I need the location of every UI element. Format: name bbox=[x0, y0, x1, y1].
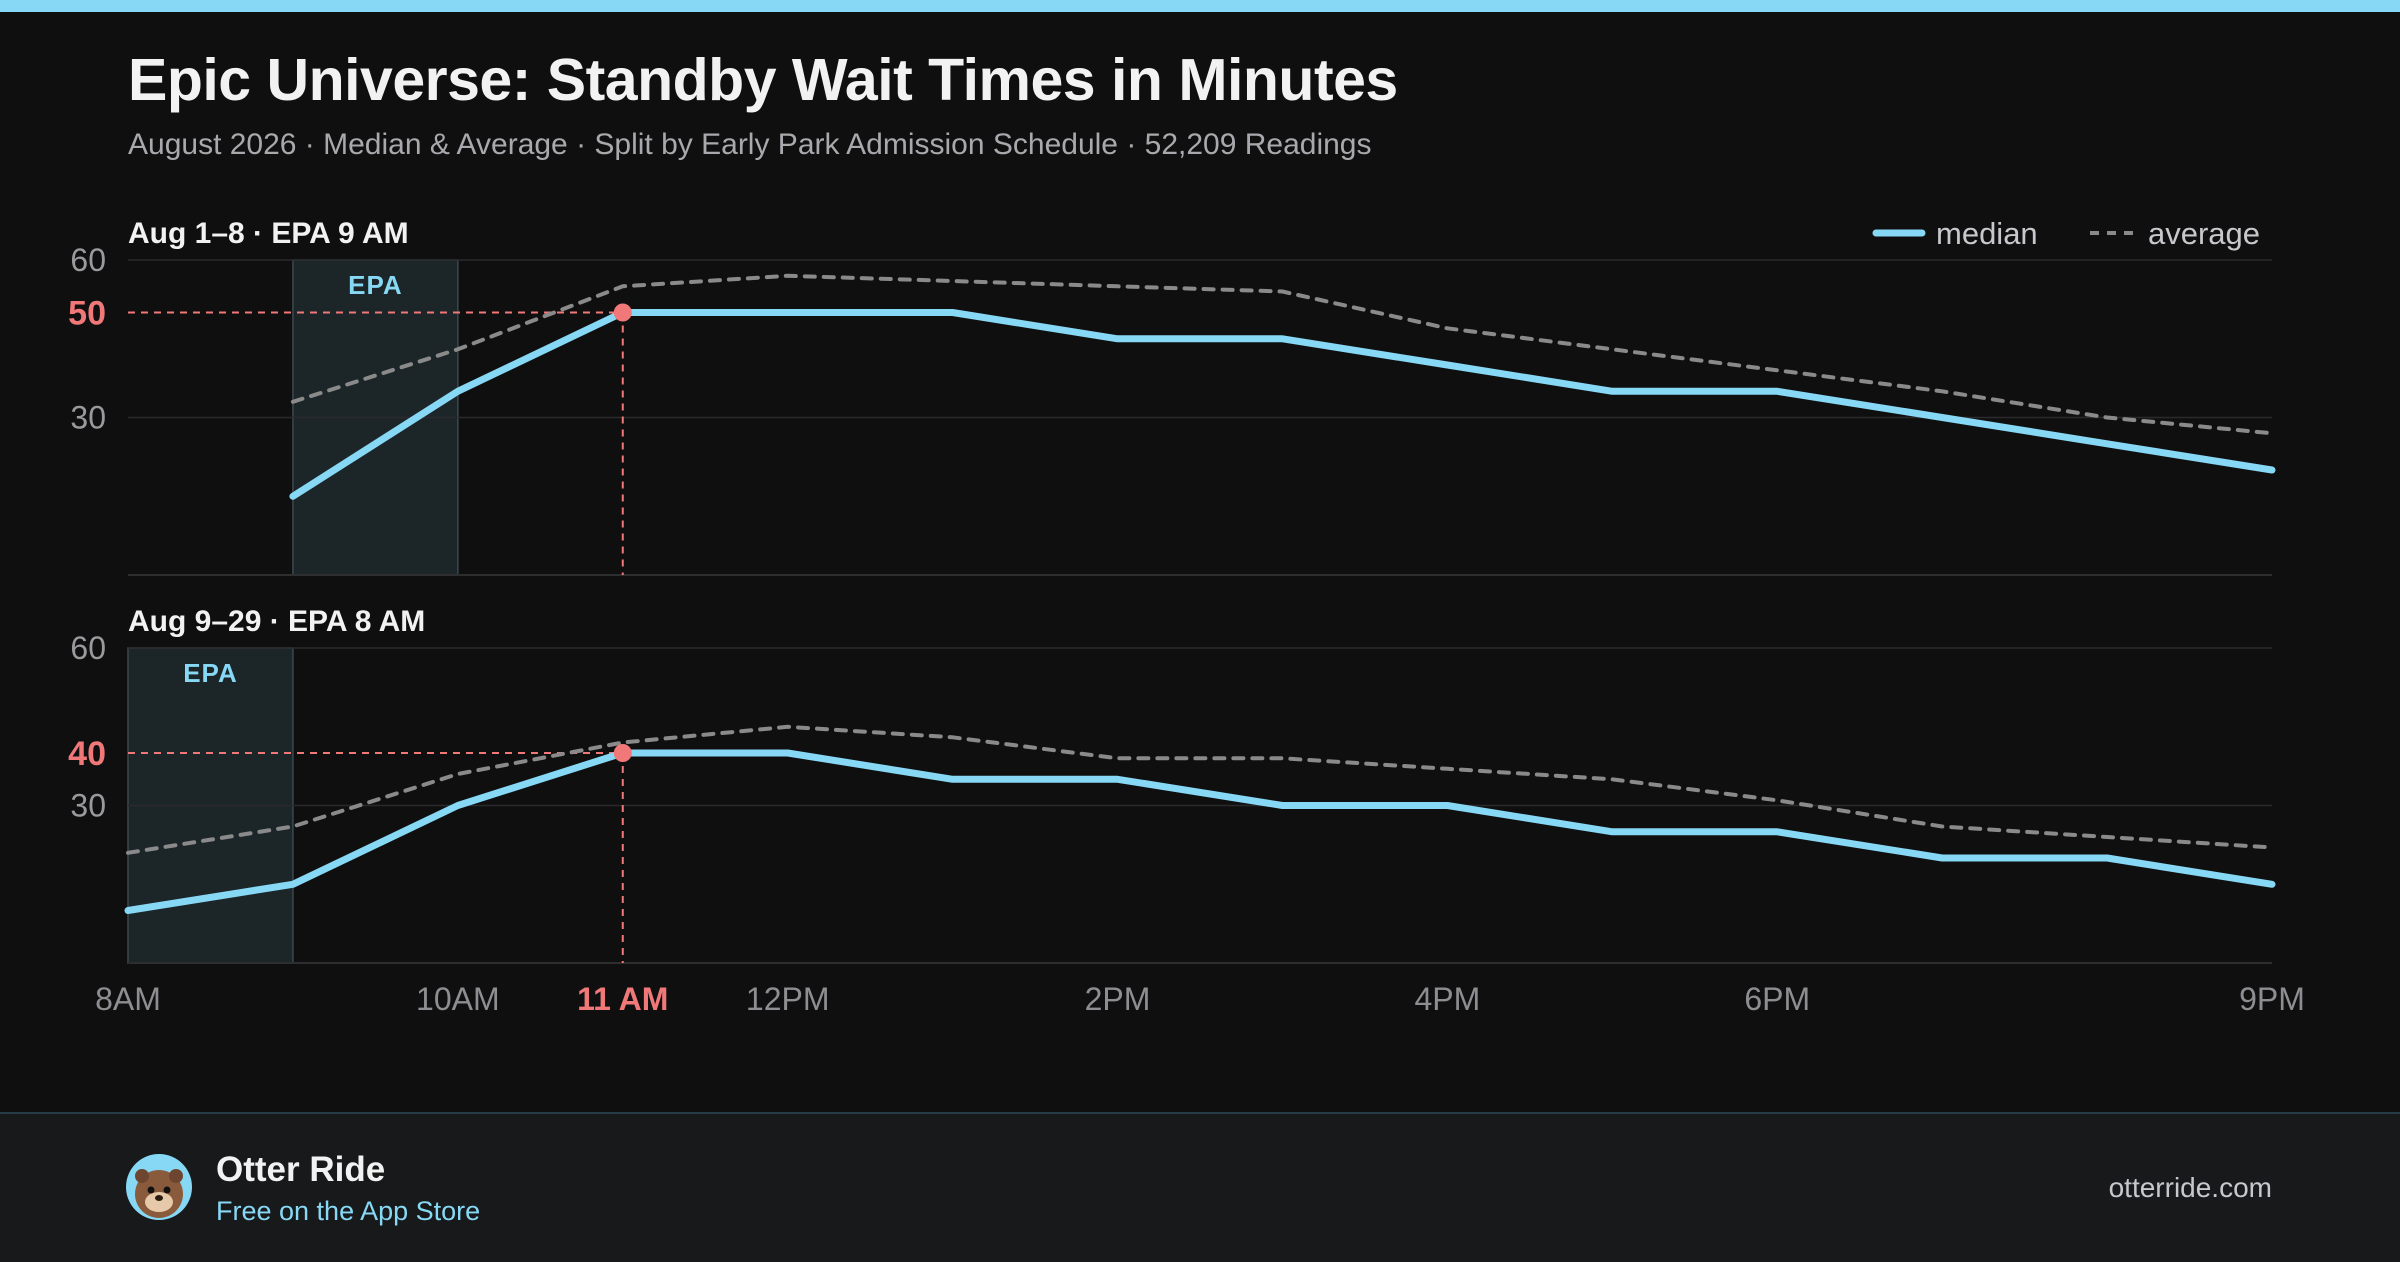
highlight-point bbox=[613, 744, 632, 762]
y-tick-label: 60 bbox=[70, 242, 106, 278]
legend-median-label: median bbox=[1936, 216, 2038, 251]
y-tick-label: 30 bbox=[70, 400, 106, 436]
app-store-link[interactable]: Free on the App Store bbox=[216, 1196, 481, 1226]
otter-mascot-icon bbox=[126, 1154, 192, 1220]
chart-subtitle: August 2026 · Median & Average · Split b… bbox=[128, 128, 1372, 161]
footer: Otter Ride Free on the App Store otterri… bbox=[0, 1112, 2400, 1262]
top-accent-strip bbox=[0, 0, 2400, 12]
x-tick-label: 12PM bbox=[746, 981, 830, 1017]
x-tick-label: 2PM bbox=[1085, 981, 1151, 1017]
x-tick-label: 9PM bbox=[2239, 981, 2305, 1017]
y-tick-label: 60 bbox=[70, 630, 106, 666]
x-tick-label: 8AM bbox=[95, 981, 161, 1017]
x-tick-label: 6PM bbox=[1744, 981, 1810, 1017]
website-link[interactable]: otterride.com bbox=[2108, 1172, 2272, 1203]
median-line bbox=[289, 309, 2276, 500]
highlight-y-label: 40 bbox=[68, 735, 106, 773]
x-tick-label: 4PM bbox=[1414, 981, 1480, 1017]
average-line bbox=[290, 273, 2274, 436]
wait-times-chart: EPA 30 60 Aug 1–8 · EPA 9 AM 50 EPA 30 60 Aug 9–… bbox=[68, 216, 2305, 1017]
panel-label: Aug 9–29 · EPA 8 AM bbox=[128, 605, 425, 638]
highlight-point bbox=[613, 303, 632, 322]
brand-name: Otter Ride bbox=[216, 1150, 386, 1189]
chart-title: Epic Universe: Standby Wait Times in Min… bbox=[128, 47, 1398, 113]
x-tick-label: 10AM bbox=[416, 981, 500, 1017]
x-tick-label: 11 AM bbox=[577, 981, 668, 1017]
epa-band-label: EPA bbox=[348, 270, 403, 300]
average-line bbox=[126, 724, 2274, 855]
y-tick-label: 30 bbox=[70, 788, 106, 824]
median-line bbox=[124, 749, 2276, 914]
epa-band-label: EPA bbox=[183, 658, 238, 688]
highlight-y-label: 50 bbox=[68, 295, 106, 333]
legend-average-label: average bbox=[2148, 216, 2260, 251]
panel-label: Aug 1–8 · EPA 9 AM bbox=[128, 217, 409, 250]
